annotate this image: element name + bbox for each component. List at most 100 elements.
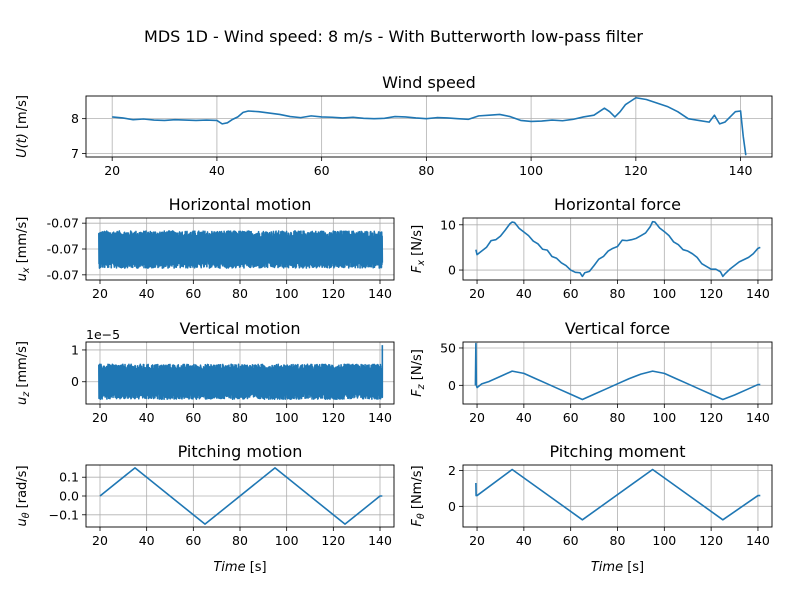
x-axis-label: Time [s] <box>213 560 266 575</box>
plot-frame <box>85 217 395 281</box>
figure-title: MDS 1D - Wind speed: 8 m/s - With Butter… <box>144 27 643 46</box>
x-tick-label: 80 <box>610 286 626 301</box>
plot-title: Wind speed <box>382 73 476 92</box>
x-tick-label: 120 <box>321 533 345 548</box>
plot-frame <box>85 464 395 528</box>
x-tick-label: 140 <box>729 163 753 178</box>
y-tick-label: -0.07 <box>47 216 79 231</box>
x-tick-label: 60 <box>563 286 579 301</box>
chart-horizontal-motion: 20 40 60 80 100 120 140 -0.07 -0.07 -0.07 Horizont… <box>15 195 395 301</box>
axis-offset-label: 1e−5 <box>86 327 120 342</box>
x-tick-label: 60 <box>314 163 330 178</box>
x-tick-label: 120 <box>624 163 648 178</box>
y-tick-label: -0.07 <box>47 267 79 282</box>
x-axis-label: Time [s] <box>591 560 644 575</box>
y-tick-label: 2 <box>448 463 456 478</box>
x-tick-label: 100 <box>652 410 676 425</box>
y-tick-label: 0 <box>448 378 456 393</box>
x-tick-label: 100 <box>275 533 299 548</box>
series-line <box>475 220 761 278</box>
series-line <box>112 96 747 156</box>
x-tick-label: 100 <box>275 286 299 301</box>
chart-pitching-moment: 20 40 60 80 100 120 140 0 2 Pitching moment Fθ [Nm… <box>410 442 773 575</box>
x-tick-label: 120 <box>699 410 723 425</box>
y-tick-label: 0 <box>71 374 79 389</box>
x-tick-label: 20 <box>469 533 485 548</box>
chart-pitching-motion: 20 40 60 80 100 120 140 −0.1 0.0 0.1 Pitching moti… <box>15 442 395 575</box>
x-tick-label: 80 <box>610 410 626 425</box>
x-tick-label: 60 <box>185 286 201 301</box>
y-tick-label: 0 <box>448 499 456 514</box>
x-tick-label: 60 <box>563 410 579 425</box>
series-line <box>99 467 383 525</box>
x-tick-label: 100 <box>652 533 676 548</box>
plot-title: Pitching moment <box>550 442 686 461</box>
y-tick-label: -0.07 <box>47 242 79 257</box>
x-tick-label: 20 <box>469 410 485 425</box>
plot-frame <box>462 464 773 528</box>
x-tick-label: 100 <box>275 410 299 425</box>
x-tick-label: 140 <box>368 533 392 548</box>
x-tick-label: 120 <box>321 410 345 425</box>
x-tick-label: 80 <box>232 286 248 301</box>
y-axis-label: uθ [rad/s] <box>15 465 32 526</box>
y-tick-label: −0.1 <box>49 507 79 522</box>
y-tick-label: 0.1 <box>59 470 79 485</box>
x-tick-label: 40 <box>139 533 155 548</box>
series-line <box>98 230 384 269</box>
plot-frame <box>85 95 773 158</box>
x-tick-label: 80 <box>418 163 434 178</box>
y-tick-label: 50 <box>440 340 456 355</box>
y-axis-label: Fz [N/s] <box>410 349 427 397</box>
x-tick-label: 60 <box>185 410 201 425</box>
x-tick-label: 140 <box>746 286 770 301</box>
chart-horizontal-force: 20 40 60 80 100 120 140 0 10 Horizontal force Fx [… <box>410 195 773 301</box>
plot-title: Pitching motion <box>178 442 303 461</box>
x-tick-label: 40 <box>209 163 225 178</box>
x-tick-label: 20 <box>469 286 485 301</box>
x-tick-label: 140 <box>746 410 770 425</box>
x-tick-label: 120 <box>699 286 723 301</box>
x-tick-label: 100 <box>519 163 543 178</box>
x-tick-label: 40 <box>516 286 532 301</box>
y-axis-label: ux [mm/s] <box>15 217 32 282</box>
x-tick-label: 60 <box>563 533 579 548</box>
y-tick-label: 1 <box>71 342 79 357</box>
x-tick-label: 80 <box>232 533 248 548</box>
x-tick-label: 20 <box>104 163 120 178</box>
x-tick-label: 140 <box>368 286 392 301</box>
x-tick-label: 20 <box>92 533 108 548</box>
chart-wind-speed: 20 40 60 80 100 120 140 7 8 Wind speed U(t) [m/s] <box>15 73 773 178</box>
plot-title: Horizontal force <box>554 195 681 214</box>
series-line <box>475 468 761 521</box>
plot-title: Horizontal motion <box>169 195 312 214</box>
plot-frame <box>462 341 773 405</box>
x-tick-label: 80 <box>232 410 248 425</box>
x-tick-label: 20 <box>92 410 108 425</box>
x-tick-label: 60 <box>185 533 201 548</box>
y-axis-label: Fθ [Nm/s] <box>410 465 427 526</box>
plot-title: Vertical force <box>565 319 670 338</box>
y-tick-label: 8 <box>71 111 79 126</box>
chart-vertical-force: 20 40 60 80 100 120 140 0 50 Vertical force Fz [N/… <box>410 319 773 425</box>
plot-title: Vertical motion <box>180 319 301 338</box>
chart-vertical-motion: 20 40 60 80 100 120 140 0 1 Vertical motion 1e−5 uz… <box>15 319 395 425</box>
x-tick-label: 140 <box>746 533 770 548</box>
x-tick-label: 140 <box>368 410 392 425</box>
x-tick-label: 40 <box>139 410 155 425</box>
y-axis-label: Fx [N/s] <box>410 225 427 273</box>
x-tick-label: 80 <box>610 533 626 548</box>
x-tick-label: 120 <box>321 286 345 301</box>
y-tick-label: 0 <box>448 263 456 278</box>
y-axis-label: U(t) [m/s] <box>15 95 30 158</box>
plot-frame <box>462 217 773 281</box>
x-tick-label: 40 <box>516 410 532 425</box>
y-tick-label: 0.0 <box>59 489 79 504</box>
plot-frame <box>85 341 395 405</box>
x-tick-label: 120 <box>699 533 723 548</box>
series-line <box>474 342 761 401</box>
x-tick-label: 40 <box>139 286 155 301</box>
series-line <box>98 345 384 401</box>
x-tick-label: 40 <box>516 533 532 548</box>
